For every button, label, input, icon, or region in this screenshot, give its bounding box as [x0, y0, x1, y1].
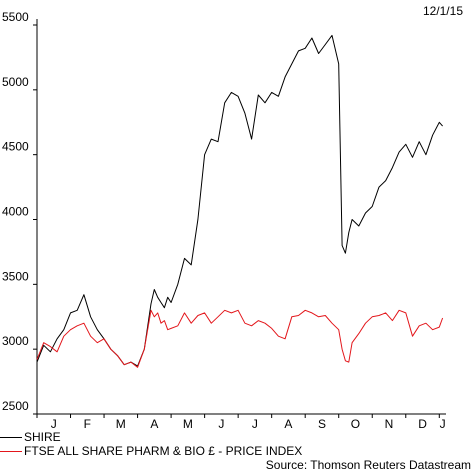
x-tick-label: J [252, 417, 258, 431]
x-tick-label: A [284, 417, 292, 431]
source-note: Source: Thomson Reuters Datastream [265, 458, 471, 472]
date-label: 12/1/15 [422, 4, 463, 18]
x-tick-label: J [218, 417, 224, 431]
x-tick-label: J [51, 417, 57, 431]
x-tick-label: O [351, 417, 360, 431]
chart-series [36, 34, 444, 368]
x-tick-label: M [116, 417, 126, 431]
y-tick-label: 4000 [2, 205, 29, 219]
y-axis-ticks: 2500 3000 3500 4000 4500 5000 5500 [2, 10, 37, 415]
x-tick-label: J [440, 417, 446, 431]
y-tick-label: 2500 [2, 399, 29, 413]
x-tick-label: S [318, 417, 326, 431]
legend-swatch-ftse [0, 451, 22, 453]
x-tick-label: A [150, 417, 158, 431]
x-tick-label: N [385, 417, 394, 431]
y-tick-label: 3500 [2, 269, 29, 283]
legend-label-shire: SHIRE [24, 430, 61, 444]
line-chart: 2500 3000 3500 4000 4500 5000 5500 J F M A M J J A S O N… [2, 10, 446, 431]
x-tick-label: D [418, 417, 427, 431]
series-line-ftse [36, 309, 444, 368]
legend-label-ftse: FTSE ALL SHARE PHARM & BIO £ - PRICE IND… [24, 444, 303, 458]
legend-swatch-shire [0, 437, 22, 439]
chart-axes [36, 19, 446, 415]
y-tick-label: 4500 [2, 140, 29, 154]
y-tick-label: 3000 [2, 334, 29, 348]
x-tick-label: F [84, 417, 91, 431]
y-tick-label: 5000 [2, 75, 29, 89]
y-tick-label: 5500 [2, 10, 29, 24]
legend-item-ftse: FTSE ALL SHARE PHARM & BIO £ - PRICE IND… [0, 444, 302, 458]
series-line-shire [36, 34, 443, 367]
legend-item-shire: SHIRE [0, 430, 61, 444]
x-tick-label: M [183, 417, 193, 431]
